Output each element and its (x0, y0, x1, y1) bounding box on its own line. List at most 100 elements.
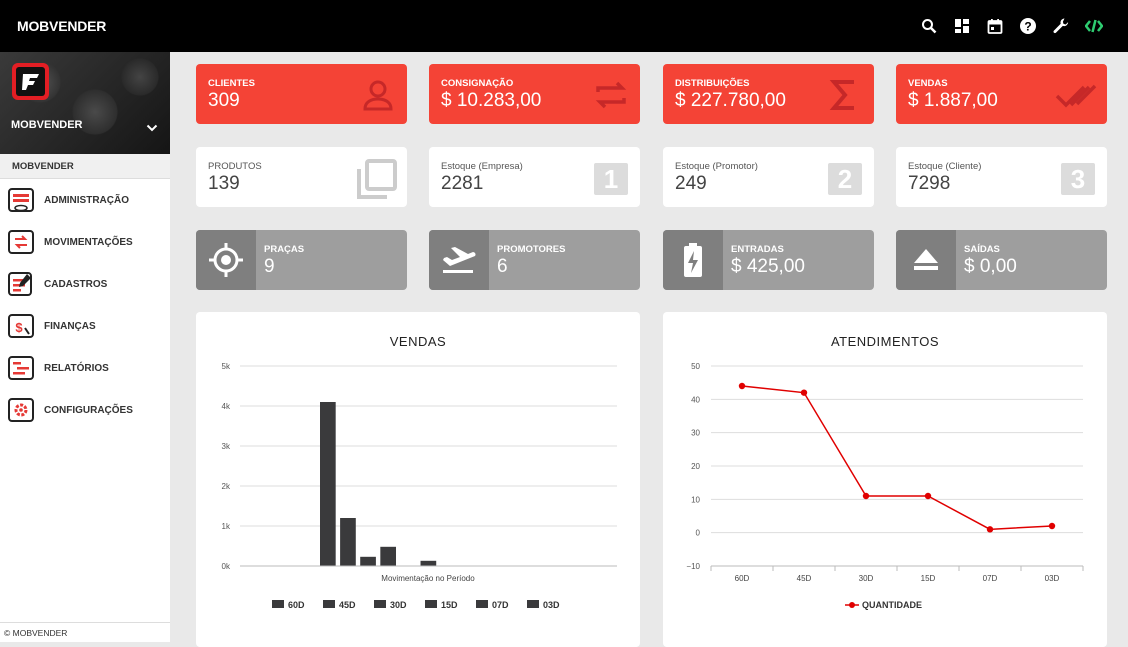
card-value: 9 (264, 256, 275, 277)
card-value: $ 0,00 (964, 256, 1017, 277)
sidebar-item-label: RELATÓRIOS (44, 362, 109, 374)
sidebar-item-financas[interactable]: $ FINANÇAS (0, 305, 170, 347)
number-badge: 2 (828, 163, 862, 195)
card-value: $ 10.283,00 (441, 90, 542, 111)
atendimentos-line-chart: −10 0 10 20 30 40 50 60D 45D 30D 15D 07D 03D QUANTIDA… (686, 362, 1084, 610)
card-label: DISTRIBUIÇÕES (675, 78, 750, 89)
card-value: $ 227.780,00 (675, 90, 786, 111)
repeat-icon (595, 81, 627, 109)
card-value: 249 (675, 173, 707, 194)
sidebar-item-movimentacoes[interactable]: MOVIMENTAÇÕES (0, 221, 170, 263)
sidebar-item-relatorios[interactable]: RELATÓRIOS (0, 347, 170, 389)
y-tick-label: 5k (222, 362, 231, 371)
sigma-icon (829, 80, 854, 110)
bar-45D (340, 518, 356, 566)
series-line-quantidade (741, 385, 1053, 531)
card-entradas[interactable]: ENTRADAS $ 425,00 (663, 230, 874, 290)
sidebar-item-configuracoes[interactable]: CONFIGURAÇÕES (0, 389, 170, 431)
card-label: PRAÇAS (264, 244, 305, 255)
card-estoque-empresa[interactable]: Estoque (Empresa) 2281 1 (429, 147, 640, 207)
x-tick-label: 07D (983, 574, 998, 583)
code-icon[interactable] (1084, 16, 1104, 36)
card-label: SAÍDAS (964, 244, 1000, 255)
sidebar-item-cadastros[interactable]: CADASTROS (0, 263, 170, 305)
legend-swatch (374, 600, 386, 608)
card-value: 139 (208, 173, 240, 194)
data-point-30D (862, 492, 870, 500)
dashboard-icon[interactable] (952, 16, 972, 36)
legend-label: 03D (543, 600, 560, 610)
bar-30D (360, 556, 376, 566)
y-tick-label: −10 (686, 562, 700, 571)
card-label: Estoque (Empresa) (441, 161, 523, 172)
legend-label: 45D (339, 600, 356, 610)
profile-panel: MOBVENDER (0, 52, 170, 154)
y-tick-label: 3k (222, 442, 231, 451)
legend-label: 15D (441, 600, 458, 610)
card-label: PRODUTOS (208, 161, 262, 172)
x-tick-label: 03D (1045, 574, 1060, 583)
card-promotores[interactable]: PROMOTORES 6 (429, 230, 640, 290)
y-tick-label: 40 (691, 395, 700, 404)
sidebar-footer: © MOBVENDER (0, 622, 170, 642)
y-tick-label: 20 (691, 462, 700, 471)
battery-charging-icon (684, 243, 702, 277)
sidebar-item-label: CONFIGURAÇÕES (44, 404, 133, 416)
flight-takeoff-icon (443, 247, 476, 273)
card-consignacao[interactable]: CONSIGNAÇÃO $ 10.283,00 (429, 64, 640, 124)
copy-icon (357, 159, 397, 199)
legend-label: 60D (288, 600, 305, 610)
x-axis-label: Movimentação no Período (381, 574, 475, 583)
calendar-icon[interactable] (985, 16, 1005, 36)
sidebar: MOBVENDER MOBVENDER ADMINISTRAÇÃO MOVIME… (0, 52, 170, 642)
card-label: Estoque (Cliente) (908, 161, 982, 172)
y-tick-label: 0 (696, 529, 701, 538)
settings-icon (8, 398, 34, 422)
card-pracas[interactable]: PRAÇAS 9 (196, 230, 407, 290)
help-icon[interactable]: ? (1018, 16, 1038, 36)
legend-label: 30D (390, 600, 407, 610)
card-label: CLIENTES (208, 78, 255, 89)
data-point-03D (1048, 522, 1056, 530)
card-value: 7298 (908, 173, 951, 194)
card-vendas[interactable]: VENDAS $ 1.887,00 (896, 64, 1107, 124)
profile-name: MOBVENDER (11, 119, 83, 131)
chevron-down-icon[interactable] (146, 120, 158, 138)
data-point-60D (738, 382, 746, 390)
card-estoque-cliente[interactable]: Estoque (Cliente) 7298 3 (896, 147, 1107, 207)
legend-swatch (425, 600, 437, 608)
legend-swatch (527, 600, 539, 608)
eject-icon (914, 249, 938, 270)
search-icon[interactable] (919, 16, 939, 36)
sidebar-item-label: ADMINISTRAÇÃO (44, 194, 129, 206)
y-tick-label: 50 (691, 362, 700, 371)
card-label: CONSIGNAÇÃO (441, 78, 514, 89)
legend-swatch (272, 600, 284, 608)
card-estoque-promotor[interactable]: Estoque (Promotor) 249 2 (663, 147, 874, 207)
sidebar-item-administracao[interactable]: ADMINISTRAÇÃO (0, 179, 170, 221)
card-label: Estoque (Promotor) (675, 161, 758, 172)
bar-60D (320, 402, 336, 566)
x-tick-label: 60D (735, 574, 750, 583)
top-toolbar: ? (919, 0, 1104, 52)
reports-icon (8, 356, 34, 380)
data-point-45D (800, 389, 808, 396)
app-title: MOBVENDER (17, 18, 107, 34)
vendas-bar-chart: 0k 1k 2k 3k 4k 5k Movimentação no Período 60D 45… (222, 362, 617, 610)
chart-title: VENDAS (389, 334, 447, 349)
wrench-icon[interactable] (1051, 16, 1071, 36)
finance-icon: $ (8, 314, 34, 338)
x-tick-label: 15D (921, 574, 936, 583)
card-produtos[interactable]: PRODUTOS 139 (196, 147, 407, 207)
chart-title: ATENDIMENTOS (830, 334, 940, 349)
card-value: 2281 (441, 173, 484, 194)
sidebar-item-label: FINANÇAS (44, 320, 96, 332)
card-clientes[interactable]: CLIENTES 309 (196, 64, 407, 124)
double-check-icon (1055, 84, 1097, 108)
card-saidas[interactable]: SAÍDAS $ 0,00 (896, 230, 1107, 290)
sidebar-item-label: MOVIMENTAÇÕES (44, 236, 133, 248)
legend-swatch-dot (849, 602, 855, 608)
y-tick-label: 0k (222, 562, 231, 571)
vendas-chart-panel: VENDAS 0k 1k 2k 3k 4k 5k Movimentação no Perío… (196, 312, 640, 647)
card-distribuicoes[interactable]: DISTRIBUIÇÕES $ 227.780,00 (663, 64, 874, 124)
